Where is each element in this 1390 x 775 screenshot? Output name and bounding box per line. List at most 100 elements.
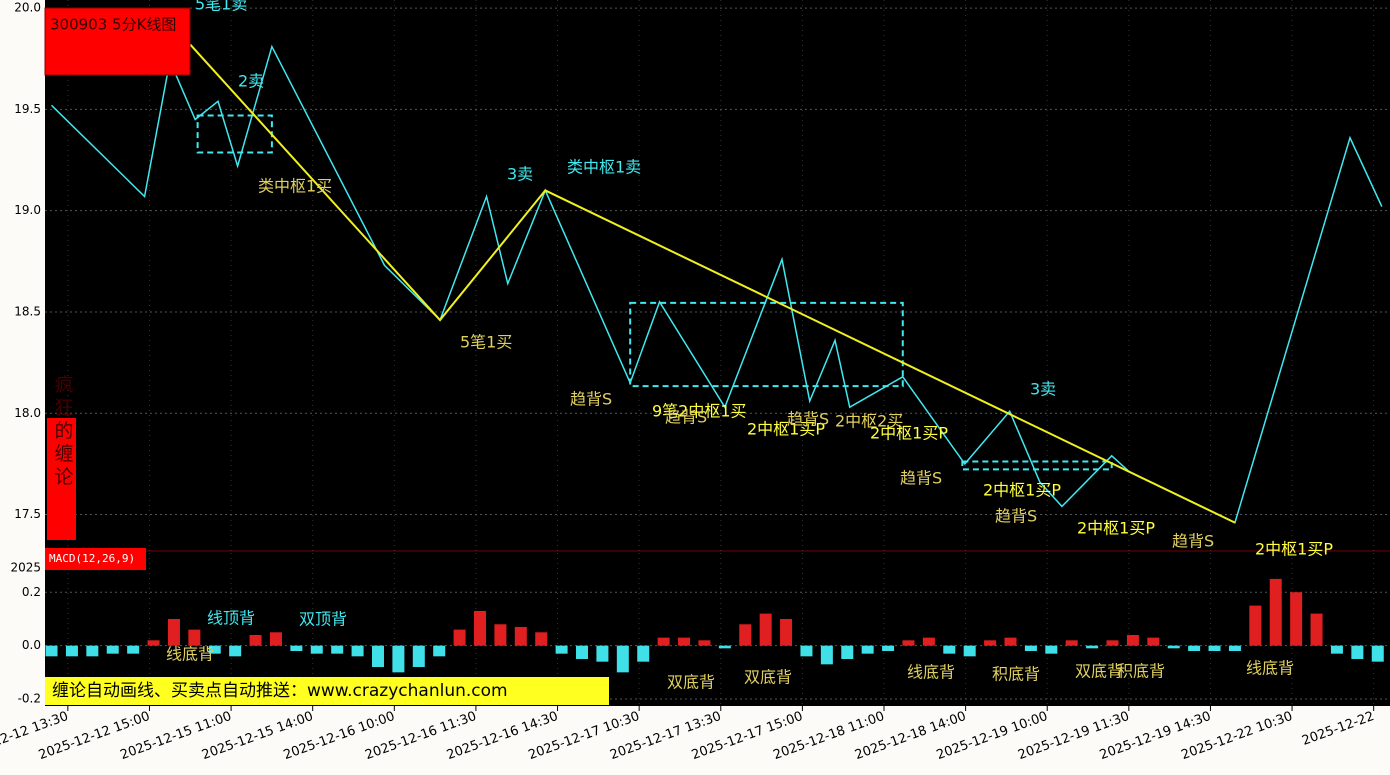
macd-bar [922, 637, 935, 646]
macd-bar [1147, 637, 1160, 646]
macd-bar [698, 640, 711, 646]
macd-title: MACD(12,26,9) [49, 552, 135, 565]
chart-title: 300903 5分K线图 [50, 16, 176, 34]
y-tick-label: 0.0 [22, 638, 41, 652]
stroke-line [189, 43, 1236, 524]
macd-bar [1045, 645, 1058, 654]
y-tick-label: 19.0 [14, 203, 41, 217]
annotation: 趋背S [900, 469, 942, 488]
annotation: 积底背 [1117, 662, 1165, 681]
y-tick-label: 19.5 [14, 102, 41, 116]
annotation: 9笔2中枢1买 [652, 402, 747, 421]
y-tick-label: 18.5 [14, 304, 41, 318]
macd-bar [535, 632, 548, 646]
macd-bar [902, 640, 915, 646]
macd-bar [841, 645, 854, 660]
annotation: 2中枢1买P [1077, 519, 1155, 538]
annotation: 趋背S [995, 507, 1037, 526]
macd-bar [861, 645, 874, 654]
side-label: 疯狂的缠论 [52, 374, 74, 489]
banner-box [45, 677, 609, 705]
annotation: 类中枢1卖 [567, 158, 641, 177]
annotation: 线顶背 [207, 609, 255, 628]
macd-bar [1249, 605, 1262, 646]
y-tick-label: 18.0 [14, 406, 41, 420]
stroke-line [51, 44, 1383, 524]
annotation: 双底背 [667, 673, 715, 692]
annotation: 2中枢1买P [1255, 540, 1333, 559]
banner: 缠论自动画线、买卖点自动推送：www.crazychanlun.com [52, 681, 508, 701]
macd-bar [718, 645, 731, 649]
macd-bar [392, 645, 405, 673]
annotation: 3卖 [1030, 380, 1056, 399]
y-tick-label: 0.2 [22, 585, 41, 599]
macd-bar [1106, 640, 1119, 646]
macd-bar [1188, 645, 1201, 651]
macd-bar [1065, 640, 1078, 646]
zone-box [961, 460, 1113, 471]
annotation: 趋背S [1172, 532, 1214, 551]
macd-bar [351, 645, 364, 657]
macd-bar [494, 624, 507, 646]
annotation: 2中枢1买P [870, 424, 948, 443]
macd-bar [657, 637, 670, 646]
macd-bar [616, 645, 629, 673]
macd-bar [433, 645, 446, 657]
annotation: 趋背S [665, 408, 707, 427]
macd-top-label: 2025 [10, 561, 41, 575]
macd-bar [127, 645, 140, 654]
zone-box [629, 301, 904, 388]
annotation: 2中枢1买P [983, 481, 1061, 500]
x-tick-label: 2025-12-22 [1300, 709, 1376, 749]
plot-background [45, 0, 1390, 706]
annotation: 趋背S [787, 410, 829, 429]
macd-bar [310, 645, 323, 654]
macd-bar [739, 624, 752, 646]
macd-bar [249, 634, 262, 646]
macd-bar [576, 645, 589, 660]
macd-bar [678, 637, 691, 646]
annotation: 3卖 [507, 165, 533, 184]
macd-bar [1351, 645, 1364, 660]
macd-bar [167, 618, 180, 646]
macd-bar [1126, 634, 1139, 646]
macd-bar [514, 626, 527, 646]
annotation: 趋背S [570, 390, 612, 409]
annotation: 线底背 [166, 645, 214, 664]
macd-bar [800, 645, 813, 657]
macd-bar [474, 610, 487, 646]
macd-bar [1004, 637, 1017, 646]
macd-bar [1208, 645, 1221, 651]
macd-bar [1167, 645, 1180, 649]
title-box [44, 7, 191, 76]
y-tick-label: 17.5 [14, 507, 41, 521]
macd-bar [208, 645, 221, 654]
annotation: 2中枢2买 [835, 412, 903, 431]
macd-bar [331, 645, 344, 654]
macd-bar [1086, 645, 1099, 649]
macd-bar [188, 629, 201, 646]
annotation: 2中枢1买P [747, 420, 825, 439]
macd-bar [65, 645, 78, 657]
macd-bar [290, 645, 303, 651]
annotation: 双底背 [1075, 662, 1123, 681]
annotation: 积底背 [992, 665, 1040, 684]
macd-bar [963, 645, 976, 657]
y-tick-label: 20.0 [14, 1, 41, 15]
side-label-box [47, 418, 76, 540]
annotation: 2卖 [238, 72, 264, 91]
annotation: 线底背 [907, 663, 955, 682]
macd-bar [86, 645, 99, 657]
macd-bar [882, 645, 895, 651]
macd-bar [269, 632, 282, 646]
macd-bar [1269, 578, 1282, 646]
macd-bar [1310, 613, 1323, 646]
macd-bar [371, 645, 384, 668]
macd-label-box [45, 548, 146, 570]
macd-bar [1290, 592, 1303, 646]
macd-bar [555, 645, 568, 654]
macd-bar [596, 645, 609, 662]
macd-bar [759, 613, 772, 646]
macd-bar [229, 645, 242, 657]
macd-bar [147, 640, 160, 646]
